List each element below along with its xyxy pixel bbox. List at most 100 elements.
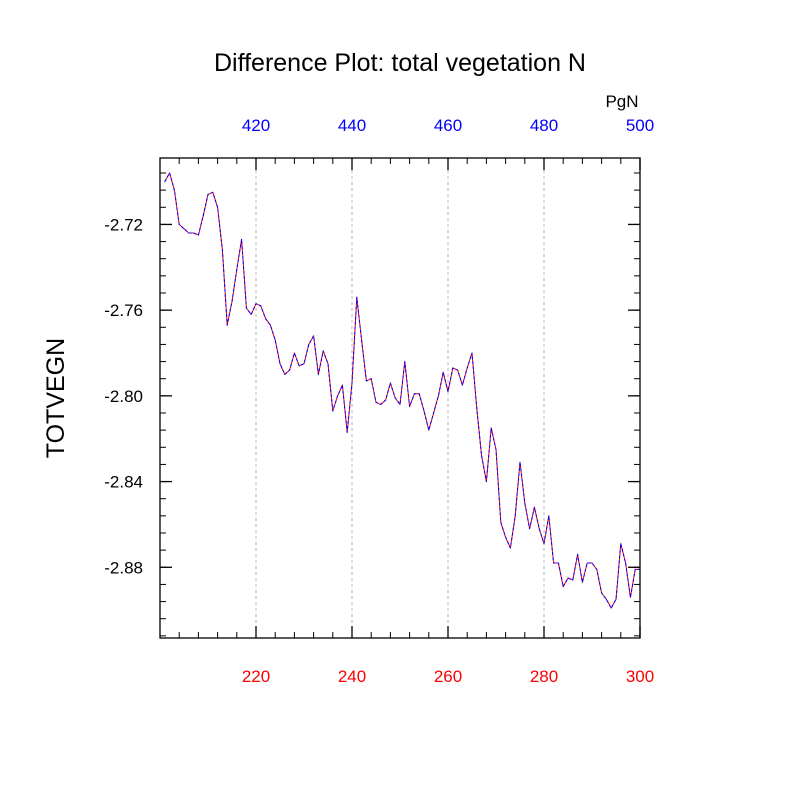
- data-point: [533, 506, 535, 508]
- data-point: [553, 562, 555, 564]
- data-point: [605, 598, 607, 600]
- data-point: [351, 382, 353, 384]
- data-point: [274, 339, 276, 341]
- data-point: [548, 515, 550, 517]
- axis-ticks: 220 240 260 280 300 420 440 460 480 500 -2.72 -2.76…: [104, 116, 654, 686]
- data-point: [428, 429, 430, 431]
- data-point: [418, 393, 420, 395]
- data-point: [471, 352, 473, 354]
- data-point: [601, 592, 603, 594]
- data-point: [447, 391, 449, 393]
- top-tick-label: 480: [530, 116, 558, 135]
- grid-lines: [255, 158, 545, 638]
- data-point: [289, 369, 291, 371]
- data-point: [581, 581, 583, 583]
- data-point: [341, 384, 343, 386]
- data-point: [327, 363, 329, 365]
- data-point: [476, 408, 478, 410]
- data-point: [308, 343, 310, 345]
- data-point: [178, 223, 180, 225]
- data-point: [596, 568, 598, 570]
- data-point: [437, 395, 439, 397]
- y-tick-label: -2.84: [104, 473, 143, 492]
- data-point: [188, 232, 190, 234]
- y-tick-label: -2.88: [104, 558, 143, 577]
- data-point: [481, 455, 483, 457]
- data-point: [284, 373, 286, 375]
- data-point: [346, 431, 348, 433]
- data-point: [625, 562, 627, 564]
- data-point: [236, 268, 238, 270]
- data-point: [505, 536, 507, 538]
- data-point: [303, 363, 305, 365]
- data-point: [562, 586, 564, 588]
- data-point: [260, 305, 262, 307]
- data-point: [183, 228, 185, 230]
- data-point: [231, 301, 233, 303]
- data-point: [226, 324, 228, 326]
- data-point: [193, 232, 195, 234]
- data-point: [433, 412, 435, 414]
- data-point: [370, 378, 372, 380]
- data-point: [337, 395, 339, 397]
- top-tick-label: 500: [626, 116, 654, 135]
- data-point: [610, 607, 612, 609]
- data-point: [173, 189, 175, 191]
- bottom-tick-label: 300: [626, 667, 654, 686]
- data-point: [322, 350, 324, 352]
- data-point: [241, 238, 243, 240]
- data-point: [255, 303, 257, 305]
- data-point: [265, 318, 267, 320]
- data-point: [385, 399, 387, 401]
- data-point: [212, 191, 214, 193]
- data-point: [620, 543, 622, 545]
- data-point: [202, 215, 204, 217]
- top-tick-label: 420: [242, 116, 270, 135]
- data-point: [413, 393, 415, 395]
- y-tick-label: -2.72: [104, 215, 143, 234]
- bottom-tick-label: 220: [242, 667, 270, 686]
- data-point: [634, 568, 636, 570]
- data-point: [495, 448, 497, 450]
- series-line-red: [164, 172, 640, 609]
- data-point: [538, 528, 540, 530]
- data-point: [524, 502, 526, 504]
- data-point: [356, 296, 358, 298]
- data-point: [389, 382, 391, 384]
- series-layer: [164, 172, 641, 609]
- data-point: [164, 181, 166, 183]
- bottom-tick-label: 240: [338, 667, 366, 686]
- data-point: [591, 562, 593, 564]
- chart-title: Difference Plot: total vegetation N: [214, 49, 586, 77]
- plot-frame: [159, 157, 641, 639]
- top-tick-label: 440: [338, 116, 366, 135]
- data-point: [629, 596, 631, 598]
- data-point: [217, 206, 219, 208]
- data-point: [615, 598, 617, 600]
- data-point: [567, 577, 569, 579]
- data-point: [577, 553, 579, 555]
- top-axis-units: PgN: [605, 92, 638, 111]
- data-point: [375, 401, 377, 403]
- data-point: [490, 427, 492, 429]
- y-tick-label: -2.76: [104, 301, 143, 320]
- data-point: [279, 363, 281, 365]
- data-point: [543, 543, 545, 545]
- data-point: [169, 172, 171, 174]
- data-point: [557, 562, 559, 564]
- data-point: [269, 324, 271, 326]
- bottom-tick-label: 260: [434, 667, 462, 686]
- data-point: [313, 335, 315, 337]
- series-line-blue: [164, 172, 640, 609]
- data-point: [423, 410, 425, 412]
- data-point: [485, 481, 487, 483]
- data-point: [394, 397, 396, 399]
- data-point: [509, 547, 511, 549]
- data-point: [293, 352, 295, 354]
- data-point: [514, 515, 516, 517]
- data-point: [197, 234, 199, 236]
- data-point: [500, 521, 502, 523]
- data-point: [332, 410, 334, 412]
- data-point: [399, 403, 401, 405]
